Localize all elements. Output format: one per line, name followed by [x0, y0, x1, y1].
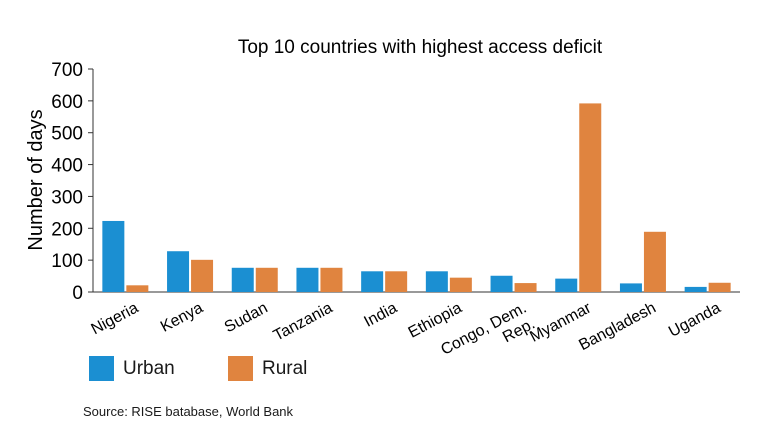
- legend-swatch-urban: [89, 356, 114, 381]
- bar-rural-9: [708, 282, 731, 292]
- y-axis-label: Number of days: [25, 109, 47, 250]
- legend-label-urban: Urban: [123, 357, 175, 379]
- bar-urban-7: [555, 278, 578, 292]
- y-tick-label: 100: [51, 251, 83, 272]
- bars: [102, 103, 731, 292]
- x-tick-label: India: [361, 299, 400, 330]
- chart-title: Top 10 countries with highest access def…: [238, 37, 603, 58]
- bar-rural-5: [449, 277, 472, 292]
- y-tick-label: 500: [51, 124, 83, 145]
- bar-urban-2: [231, 267, 254, 292]
- bar-rural-7: [579, 103, 602, 292]
- bar-rural-6: [514, 283, 537, 292]
- legend-label-rural: Rural: [262, 357, 308, 379]
- legend-swatch-rural: [228, 356, 253, 381]
- x-tick-label: Sudan: [222, 300, 271, 337]
- y-tick-label: 400: [51, 156, 83, 177]
- y-ticks: 0 100 200 300 400 500 600 700: [51, 60, 93, 304]
- axes: [92, 69, 740, 293]
- x-tick-label: Nigeria: [88, 299, 141, 338]
- bar-urban-9: [684, 286, 707, 292]
- bar-urban-4: [361, 271, 384, 292]
- bar-rural-3: [320, 267, 343, 292]
- y-tick-label: 300: [51, 187, 83, 208]
- x-tick-label: Uganda: [666, 299, 724, 340]
- bar-urban-6: [490, 275, 513, 292]
- x-tick-label: Tanzania: [271, 299, 336, 344]
- y-tick-label: 700: [51, 60, 83, 81]
- bar-urban-5: [425, 271, 448, 292]
- bar-rural-0: [126, 285, 149, 292]
- x-tick-label: Kenya: [158, 299, 206, 335]
- y-tick-label: 200: [51, 219, 83, 240]
- bar-urban-1: [167, 251, 190, 292]
- bar-urban-0: [102, 220, 125, 292]
- bar-rural-2: [255, 267, 278, 292]
- bar-rural-1: [191, 259, 214, 292]
- source-note: Source: RISE batabase, World Bank: [83, 404, 294, 419]
- y-tick-label: 0: [72, 283, 83, 304]
- legend-item-urban: Urban: [89, 356, 175, 381]
- bar-rural-4: [385, 271, 408, 292]
- legend-item-rural: Rural: [228, 356, 307, 381]
- bar-urban-3: [296, 267, 319, 292]
- bar-rural-8: [643, 231, 666, 292]
- bar-urban-8: [619, 283, 642, 292]
- y-tick-label: 600: [51, 92, 83, 113]
- x-tick-labels: Nigeria Kenya Sudan Tanzania India EthiopiaCo…: [88, 299, 724, 359]
